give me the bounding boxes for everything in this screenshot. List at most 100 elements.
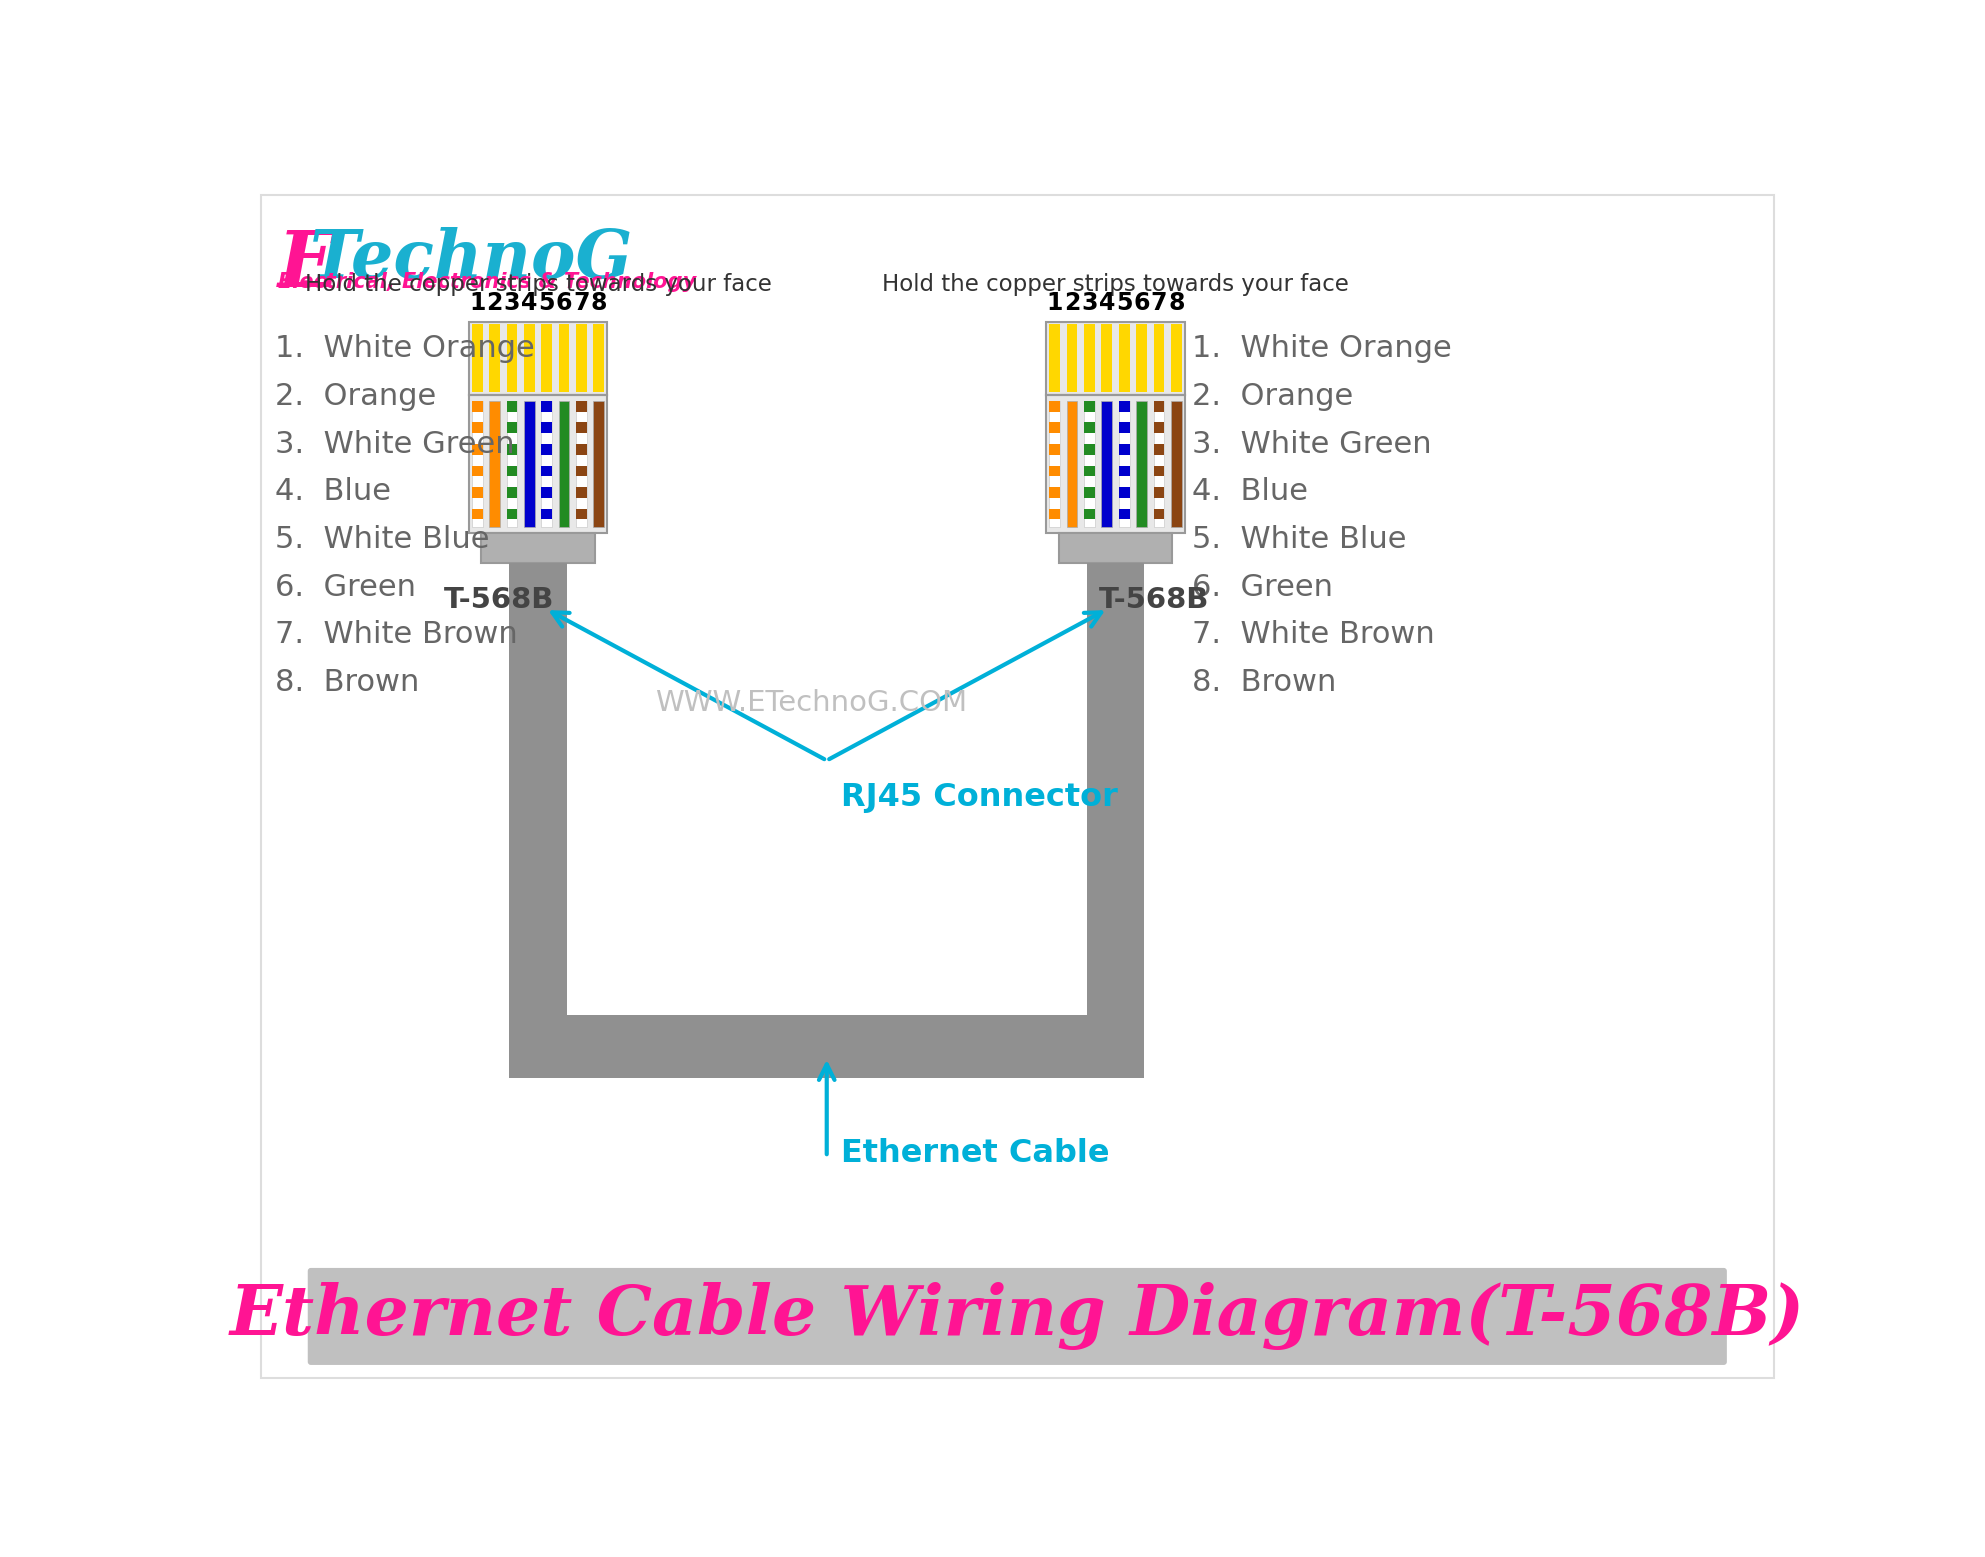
Bar xyxy=(1050,487,1060,498)
Bar xyxy=(468,395,607,534)
Bar xyxy=(472,400,482,411)
Text: 5.  White Blue: 5. White Blue xyxy=(274,525,488,554)
Bar xyxy=(488,400,500,528)
Bar xyxy=(506,422,518,433)
Text: 1: 1 xyxy=(1046,291,1062,316)
Text: TechnoG: TechnoG xyxy=(310,227,633,291)
Bar xyxy=(1171,324,1181,392)
Text: 6: 6 xyxy=(1133,291,1149,316)
Bar xyxy=(1084,466,1096,476)
Bar xyxy=(1084,400,1096,528)
Bar xyxy=(558,324,570,392)
Text: 8.  Brown: 8. Brown xyxy=(1193,668,1336,698)
Bar xyxy=(1120,422,1129,433)
Bar xyxy=(506,400,518,411)
Bar xyxy=(1120,400,1129,411)
Text: 1.  White Orange: 1. White Orange xyxy=(274,335,534,363)
Text: WWW.ETechnoG.COM: WWW.ETechnoG.COM xyxy=(655,688,967,716)
Bar xyxy=(506,400,518,528)
Text: 2: 2 xyxy=(1064,291,1080,316)
Text: 3: 3 xyxy=(504,291,520,316)
Text: 6: 6 xyxy=(556,291,572,316)
Bar xyxy=(1153,400,1165,528)
FancyBboxPatch shape xyxy=(308,1267,1727,1365)
Bar xyxy=(1102,324,1112,392)
Bar xyxy=(1050,324,1060,392)
Text: E: E xyxy=(278,227,337,304)
Bar xyxy=(1120,400,1129,528)
Bar xyxy=(1153,466,1165,476)
Text: 7: 7 xyxy=(574,291,590,316)
Bar xyxy=(472,444,482,455)
Text: 8: 8 xyxy=(592,291,607,316)
Text: 7: 7 xyxy=(1151,291,1167,316)
Bar xyxy=(576,324,588,392)
Text: Hold the copper strips towards your face: Hold the copper strips towards your face xyxy=(881,272,1350,296)
Bar xyxy=(1102,400,1112,528)
Bar xyxy=(472,466,482,476)
Bar xyxy=(1058,534,1173,562)
Text: 1.  White Orange: 1. White Orange xyxy=(1193,335,1453,363)
Bar xyxy=(1084,400,1096,411)
Bar xyxy=(568,1015,1086,1077)
Text: 6.  Green: 6. Green xyxy=(274,573,415,601)
Text: 1: 1 xyxy=(468,291,486,316)
Bar xyxy=(1050,400,1060,528)
Text: Electrical, Electronics & Technology: Electrical, Electronics & Technology xyxy=(278,271,697,291)
Bar xyxy=(542,509,552,520)
Text: 2.  Orange: 2. Orange xyxy=(1193,381,1354,411)
Text: 2: 2 xyxy=(486,291,502,316)
Text: 7.  White Brown: 7. White Brown xyxy=(274,621,518,649)
Bar xyxy=(594,324,603,392)
Bar xyxy=(1120,466,1129,476)
Bar xyxy=(576,487,588,498)
Bar xyxy=(1086,562,1145,1077)
Text: 3: 3 xyxy=(1082,291,1098,316)
Bar xyxy=(542,487,552,498)
Bar xyxy=(1066,400,1078,528)
Bar xyxy=(1066,324,1078,392)
Bar xyxy=(508,562,568,1077)
Bar xyxy=(506,444,518,455)
Text: 7.  White Brown: 7. White Brown xyxy=(1193,621,1435,649)
Bar xyxy=(1135,400,1147,528)
Text: 4: 4 xyxy=(1098,291,1116,316)
Bar xyxy=(1153,422,1165,433)
Text: 5: 5 xyxy=(1116,291,1131,316)
Text: 2.  Orange: 2. Orange xyxy=(274,381,437,411)
Bar xyxy=(524,324,534,392)
Text: 3.  White Green: 3. White Green xyxy=(274,430,514,458)
Text: 8.  Brown: 8. Brown xyxy=(274,668,419,698)
Bar xyxy=(542,466,552,476)
Bar xyxy=(1120,444,1129,455)
Text: RJ45 Connector: RJ45 Connector xyxy=(840,782,1118,813)
Bar xyxy=(480,534,596,562)
Bar xyxy=(542,444,552,455)
Bar xyxy=(1120,509,1129,520)
Bar xyxy=(1050,400,1060,411)
Bar xyxy=(1135,324,1147,392)
Bar xyxy=(1120,324,1129,392)
Text: 8: 8 xyxy=(1167,291,1185,316)
Bar xyxy=(468,322,607,395)
Bar xyxy=(542,400,552,411)
Bar xyxy=(472,400,482,528)
Bar xyxy=(576,400,588,411)
Text: Ethernet Cable: Ethernet Cable xyxy=(840,1138,1110,1169)
Bar xyxy=(472,422,482,433)
Bar xyxy=(576,422,588,433)
Bar xyxy=(1171,400,1181,528)
Bar xyxy=(506,487,518,498)
Bar xyxy=(1153,324,1165,392)
Bar xyxy=(576,444,588,455)
Bar xyxy=(472,324,482,392)
Bar xyxy=(594,400,603,528)
Bar xyxy=(1046,322,1185,395)
Text: Hold the copper strips towards your face: Hold the copper strips towards your face xyxy=(304,272,772,296)
Bar xyxy=(1153,487,1165,498)
Bar xyxy=(576,400,588,528)
Bar xyxy=(506,466,518,476)
Text: 4.  Blue: 4. Blue xyxy=(274,478,391,506)
Bar xyxy=(1050,509,1060,520)
Bar xyxy=(1153,509,1165,520)
